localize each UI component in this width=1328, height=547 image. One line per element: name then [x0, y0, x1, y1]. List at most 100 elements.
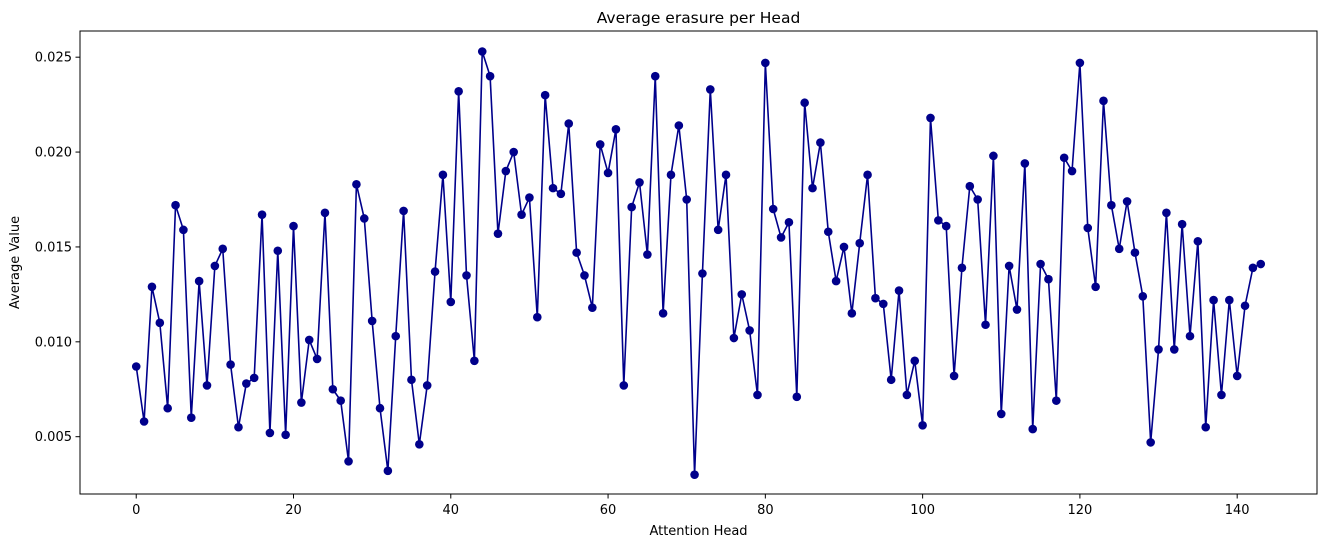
data-point	[194, 276, 204, 286]
data-point	[1036, 259, 1045, 269]
data-point	[202, 381, 212, 390]
x-axis: 0 20 40 60 80 100 120 140	[132, 494, 1250, 518]
data-point	[721, 170, 731, 180]
data-point	[210, 261, 220, 271]
data-point	[1201, 422, 1211, 432]
data-point	[352, 180, 361, 189]
x-tick-label: 40	[443, 503, 460, 518]
data-point	[753, 390, 762, 400]
data-point	[289, 221, 298, 231]
data-point	[147, 282, 157, 292]
y-tick-label: 0.025	[35, 51, 72, 66]
data-point	[808, 183, 817, 193]
data-point	[328, 384, 338, 394]
data-point	[839, 242, 849, 252]
data-point	[1012, 305, 1022, 314]
data-point	[926, 113, 935, 123]
data-point	[855, 238, 865, 248]
data-point	[784, 217, 794, 227]
data-point	[304, 335, 314, 345]
data-point	[320, 208, 330, 218]
x-tick-label: 60	[600, 503, 617, 518]
y-axis-label: Average Value	[8, 216, 23, 309]
data-point	[666, 170, 676, 180]
data-point	[1107, 200, 1116, 210]
data-point	[509, 147, 518, 157]
data-point	[438, 170, 448, 180]
data-point	[171, 200, 180, 210]
data-point	[391, 331, 401, 341]
x-tick-label: 0	[132, 503, 140, 518]
data-point	[281, 430, 290, 440]
data-point	[525, 193, 534, 202]
data-point	[359, 214, 369, 223]
data-point	[863, 170, 872, 180]
data-point	[886, 375, 896, 385]
data-point	[729, 333, 739, 343]
data-point	[556, 189, 566, 199]
data-point	[619, 381, 629, 390]
chart-title: Average erasure per Head	[597, 9, 801, 27]
data-point	[1083, 223, 1093, 233]
data-point	[1122, 197, 1132, 206]
data-point	[949, 371, 959, 381]
y-axis: 0.005 0.010 0.015 0.020 0.025	[35, 51, 80, 445]
data-series	[131, 47, 1266, 479]
data-point	[273, 246, 283, 256]
series-line	[135, 50, 1262, 476]
data-point	[823, 227, 833, 237]
data-point	[658, 309, 668, 318]
data-point	[690, 470, 699, 479]
data-point	[650, 71, 660, 81]
data-point	[415, 439, 424, 449]
data-point	[1154, 345, 1163, 354]
data-point	[918, 421, 927, 430]
x-tick-label: 80	[757, 503, 774, 518]
y-tick-label: 0.015	[35, 240, 72, 255]
data-point	[226, 360, 235, 369]
data-point	[1044, 274, 1053, 284]
data-point	[941, 221, 951, 231]
data-point	[344, 457, 353, 466]
plot-frame	[79, 30, 1318, 495]
data-point	[186, 413, 196, 423]
data-point	[548, 183, 558, 193]
data-point	[312, 354, 322, 364]
data-point	[1075, 58, 1085, 68]
x-tick-label: 100	[910, 503, 935, 518]
data-point	[643, 250, 652, 259]
data-point	[768, 204, 778, 214]
data-point	[635, 178, 644, 187]
data-point	[902, 390, 912, 400]
data-point	[367, 316, 377, 326]
data-point	[871, 293, 880, 303]
data-point	[1130, 248, 1140, 257]
data-point	[698, 269, 707, 278]
data-point	[847, 309, 857, 318]
data-point	[1177, 219, 1187, 229]
data-point	[1091, 282, 1100, 292]
data-point	[682, 195, 691, 204]
data-point	[1059, 153, 1069, 163]
data-point	[713, 225, 723, 235]
data-point	[517, 210, 526, 219]
data-point	[981, 320, 990, 330]
data-point	[973, 195, 982, 204]
data-point	[265, 428, 275, 438]
data-point	[1162, 208, 1171, 218]
data-point	[989, 151, 998, 161]
data-point	[611, 124, 621, 134]
data-point	[399, 206, 408, 216]
data-point	[532, 312, 542, 322]
data-point	[446, 297, 456, 307]
data-point	[1185, 331, 1195, 341]
data-point	[792, 392, 802, 402]
data-point	[572, 248, 581, 257]
data-point	[745, 326, 754, 335]
data-point	[879, 299, 888, 309]
data-point	[485, 71, 495, 81]
data-point	[831, 276, 841, 286]
data-point	[1248, 263, 1258, 273]
y-tick-label: 0.020	[35, 146, 72, 161]
